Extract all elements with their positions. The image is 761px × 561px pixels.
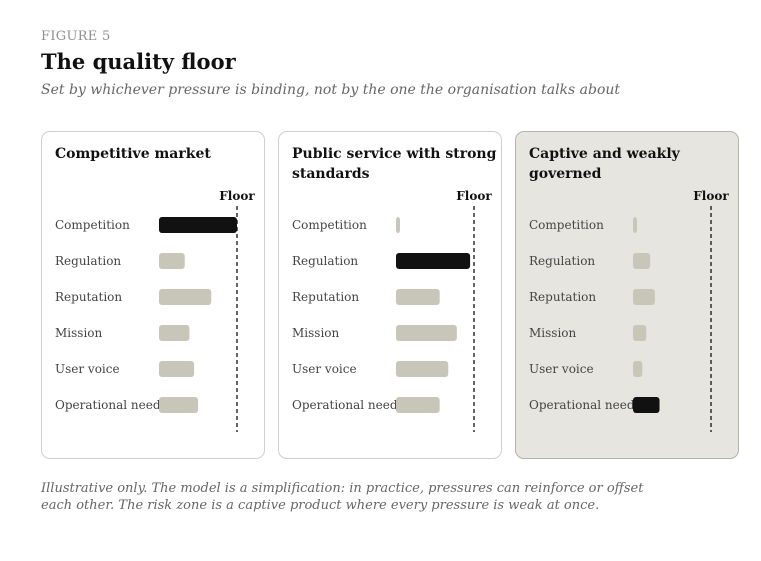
pressure-bar: [159, 253, 185, 269]
bar-chart: Floor Competition Regulation Reputation Miss…: [292, 189, 492, 432]
floor-label: Floor: [456, 189, 492, 203]
pressure-bar: [159, 397, 198, 413]
pressure-bar: [633, 289, 655, 305]
panel-title: Competitive market: [55, 146, 211, 162]
category-label: Operational need: [529, 398, 635, 412]
panel-competitive-market: Competitive market Floor Competition Regul…: [41, 131, 265, 459]
bar-chart: Floor Competition Regulation Reputation Miss…: [55, 189, 255, 432]
panel-title: Public service with strong standards: [292, 146, 497, 182]
category-label: Mission: [55, 326, 103, 340]
category-label: Competition: [292, 218, 367, 232]
category-label: Mission: [529, 326, 577, 340]
category-label: Regulation: [292, 254, 358, 268]
pressure-bar: [159, 361, 195, 377]
floor-label: Floor: [693, 189, 729, 203]
category-label: Regulation: [529, 254, 595, 268]
figure-title: The quality floor: [41, 49, 236, 74]
binding-bar: [633, 397, 660, 413]
pressure-bar: [396, 217, 400, 233]
category-label: Regulation: [55, 254, 121, 268]
pressure-bar: [159, 325, 190, 341]
category-label: Operational need: [292, 398, 398, 412]
figure-label: FIGURE 5: [41, 29, 111, 44]
category-label: Reputation: [292, 290, 359, 304]
floor-label: Floor: [219, 189, 255, 203]
caption-line: Illustrative only. The model is a simpli…: [41, 481, 644, 496]
pressure-bar: [633, 253, 651, 269]
category-label: User voice: [529, 362, 594, 376]
category-label: Competition: [529, 218, 604, 232]
pressure-bar: [633, 361, 643, 377]
caption-line: each other. The risk zone is a captive p…: [41, 498, 600, 513]
pressure-bar: [396, 325, 457, 341]
category-label: Reputation: [55, 290, 122, 304]
category-label: Reputation: [529, 290, 596, 304]
category-label: Competition: [55, 218, 130, 232]
category-label: Operational need: [55, 398, 161, 412]
bar-chart: Floor Competition Regulation Reputation Miss…: [529, 189, 729, 432]
pressure-bar: [396, 289, 440, 305]
panel-public-service: Public service with strong standards Flo…: [278, 131, 502, 459]
figure-subtitle: Set by whichever pressure is binding, no…: [41, 82, 621, 98]
panel-captive-weakly-governed: Captive and weakly governed Floor Competi…: [515, 131, 739, 459]
pressure-bar: [396, 361, 449, 377]
pressure-bar: [633, 325, 647, 341]
pressure-bar: [633, 217, 637, 233]
binding-bar: [396, 253, 471, 269]
category-label: User voice: [55, 362, 120, 376]
pressure-bar: [159, 289, 212, 305]
pressure-bar: [396, 397, 440, 413]
binding-bar: [159, 217, 237, 233]
figure-caption: Illustrative only. The model is a simpli…: [41, 480, 681, 514]
panel-title: Captive and weakly governed: [529, 146, 680, 182]
category-label: Mission: [292, 326, 340, 340]
category-label: User voice: [292, 362, 357, 376]
